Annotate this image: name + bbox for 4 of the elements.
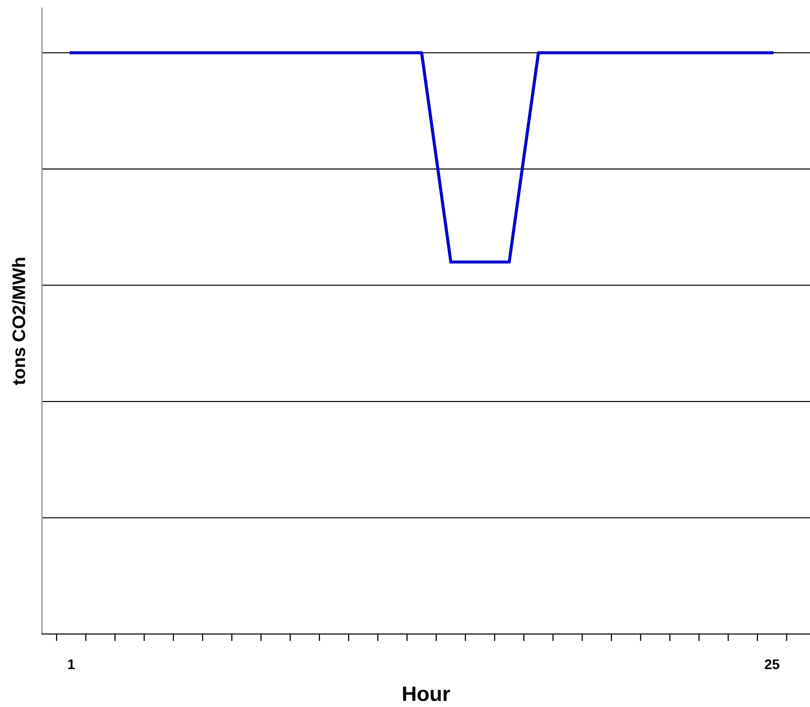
y-axis-title: tons CO2/MWh	[12, 258, 26, 385]
x-tick-label: 1	[68, 660, 75, 670]
x-tick-label: 25	[764, 659, 780, 670]
x-axis-title: Hour	[403, 686, 450, 702]
